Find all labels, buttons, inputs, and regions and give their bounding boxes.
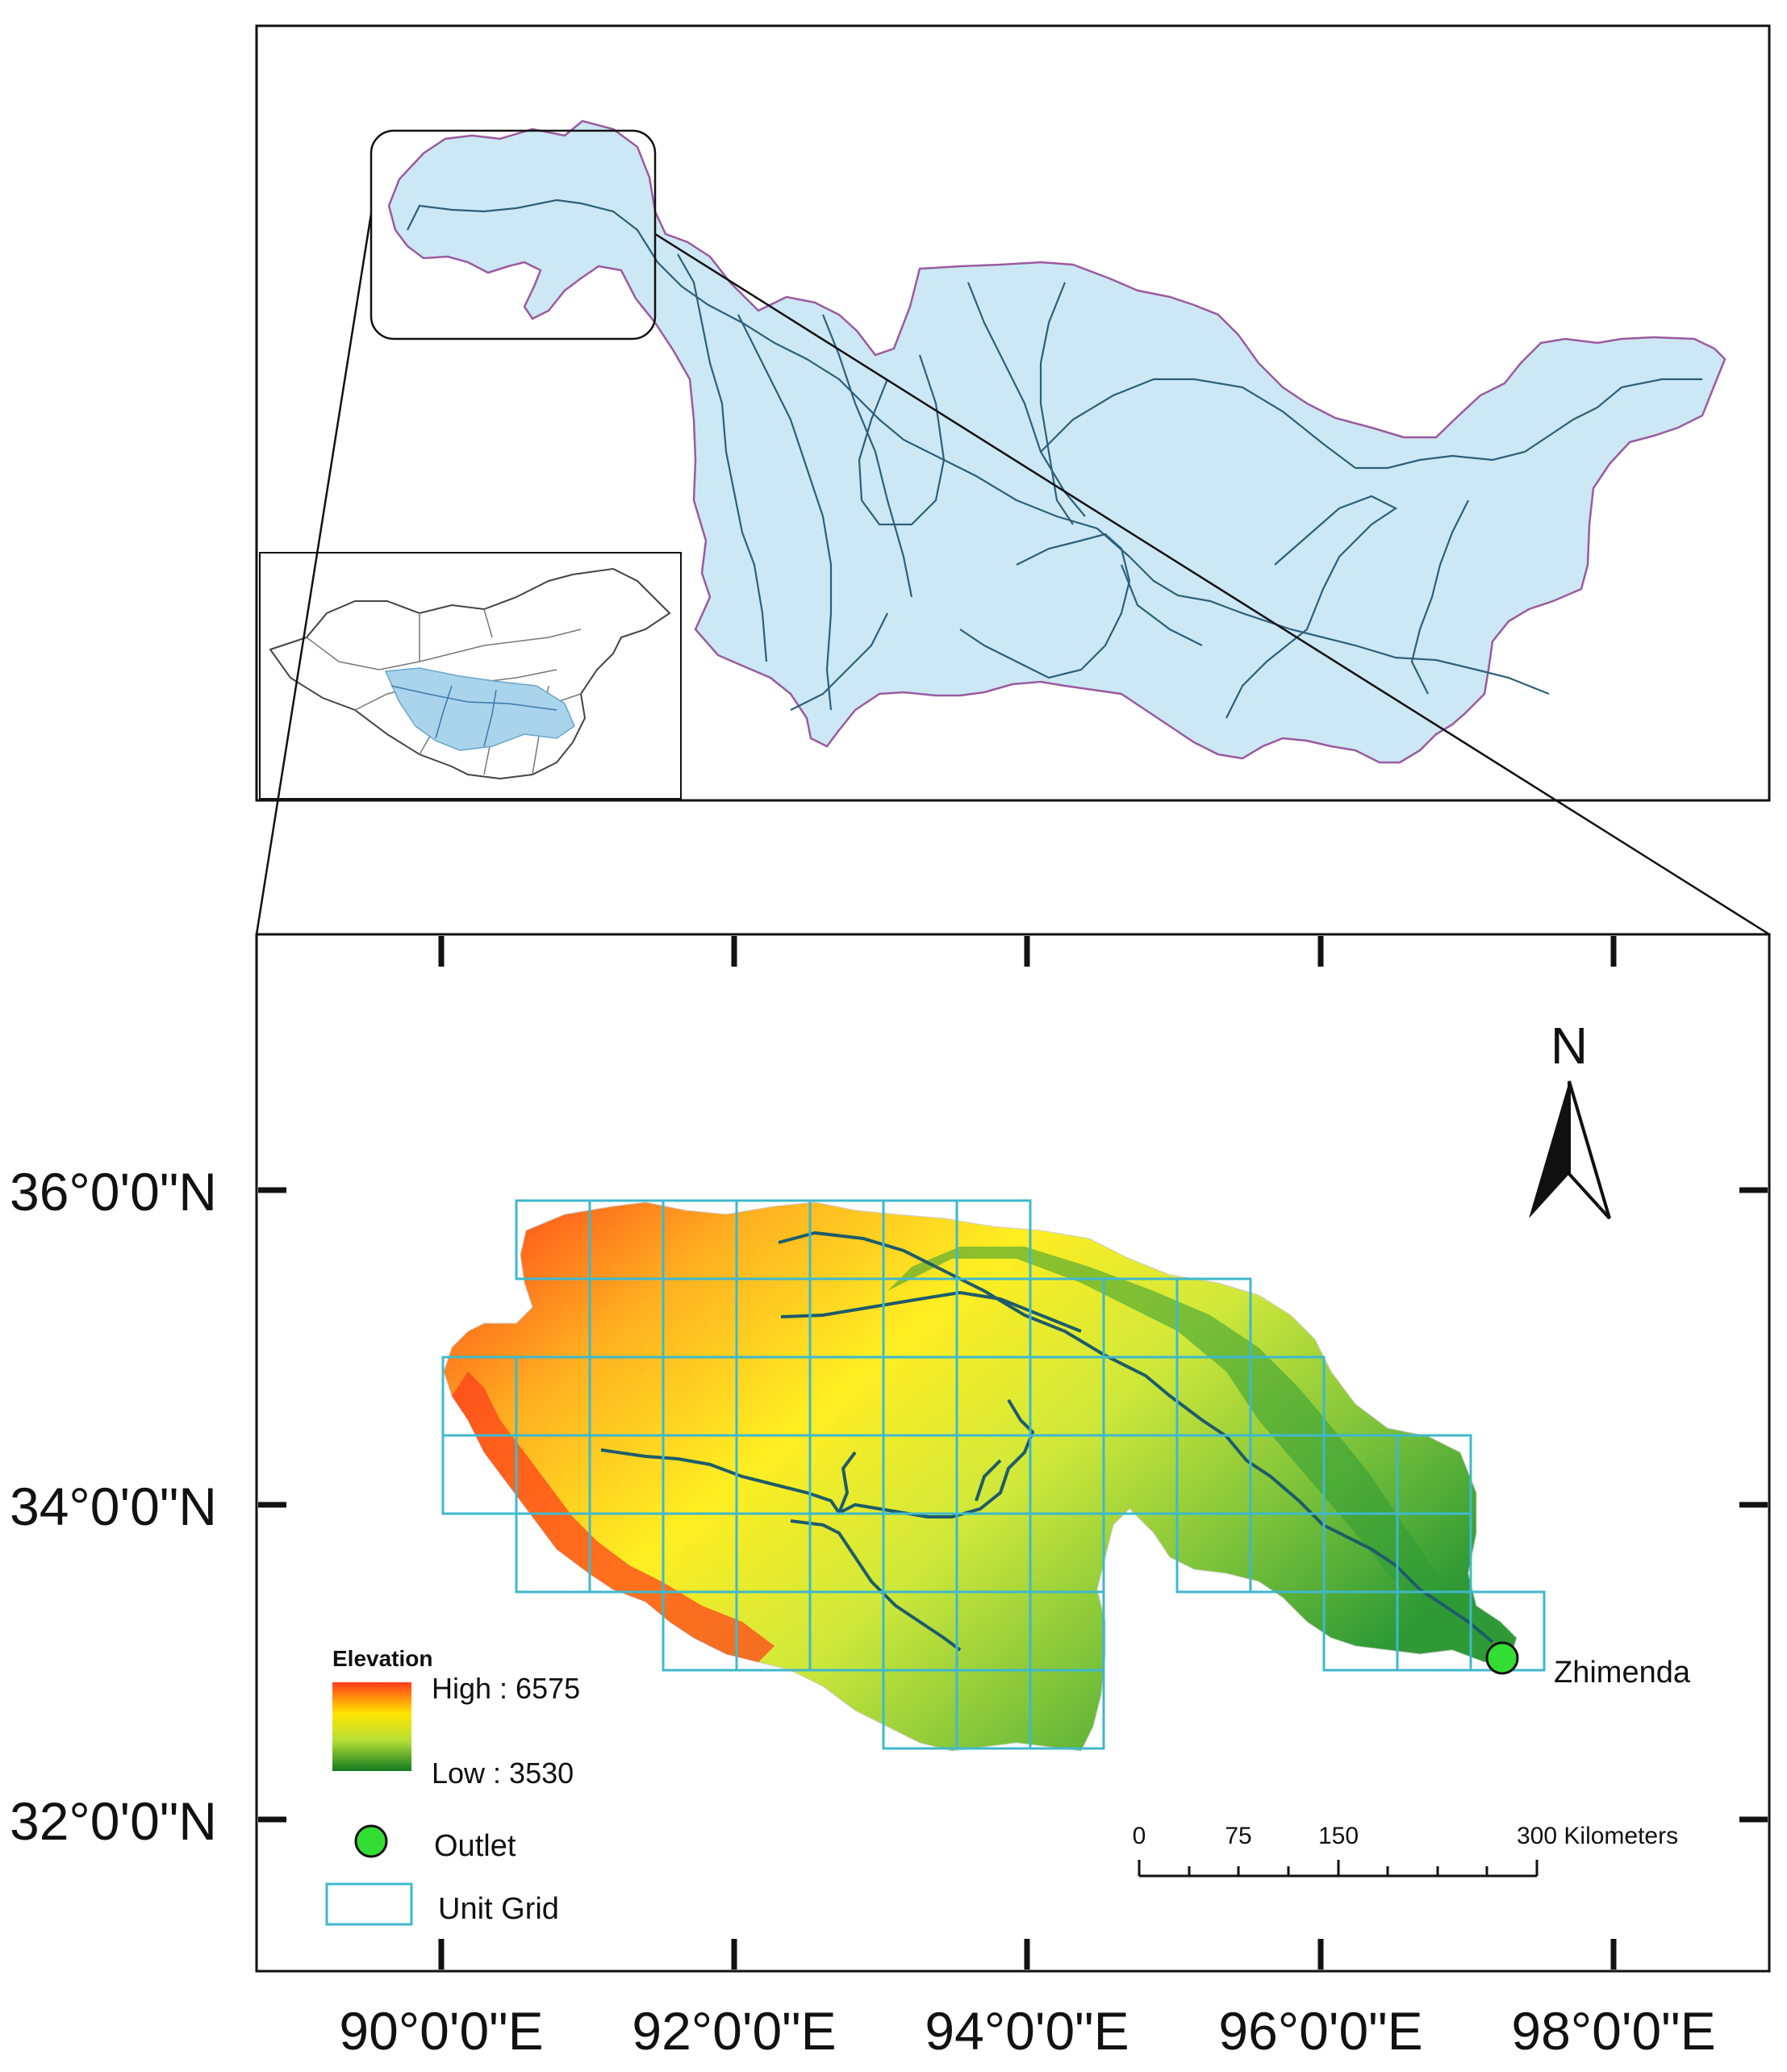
tributary-8 — [959, 533, 1131, 679]
tributary-2 — [737, 314, 833, 711]
tributary-10 — [1410, 499, 1469, 695]
china-inset — [259, 552, 682, 800]
scale-label-150: 150 — [1318, 1823, 1359, 1849]
legend-title: Elevation — [332, 1646, 432, 1671]
tributary-1 — [677, 253, 768, 662]
main-river — [407, 198, 1550, 696]
lat-label-32: 32°0'0"N — [10, 1791, 217, 1851]
detail-tributary-5 — [975, 1459, 1002, 1502]
outlet-label: Zhimenda — [1554, 1656, 1691, 1690]
legend-grid-icon — [325, 1882, 413, 1926]
tributary-3 — [821, 314, 913, 598]
tributary-9 — [1225, 495, 1398, 719]
legend: Elevation High : 6575 Low : 3530 Outlet … — [325, 1646, 580, 1926]
tributary-11 — [790, 612, 888, 711]
lon-label-96: 96°0'0"E — [1218, 2001, 1422, 2061]
tributary-12 — [1120, 564, 1203, 646]
legend-high-label: High : 6575 — [432, 1672, 580, 1705]
scale-label-75: 75 — [1225, 1823, 1251, 1849]
connector-left — [255, 213, 373, 935]
scale-label-0: 0 — [1133, 1823, 1146, 1849]
unit-grid — [441, 1199, 1546, 1750]
china-inset-rivers — [390, 685, 557, 747]
scale-label-300: 300 Kilometers — [1517, 1823, 1678, 1849]
legend-outlet-label: Outlet — [434, 1829, 516, 1863]
basin-polygon — [387, 119, 1726, 764]
detail-main-river — [778, 1230, 1494, 1644]
elevation-high-zone — [452, 1372, 775, 1662]
detail-rivers — [600, 1230, 1494, 1652]
scale-bar: 0 75 150 300 Kilometers — [1133, 1823, 1678, 1878]
north-arrow-label: N — [1551, 1017, 1588, 1075]
overview-frame — [255, 24, 1771, 802]
latitude-labels: 36°0'0"N 34°0'0"N 32°0'0"N — [10, 1162, 217, 1851]
lon-label-92: 92°0'0"E — [632, 2001, 836, 2061]
lon-label-98: 98°0'0"E — [1511, 2001, 1715, 2061]
detail-tributary-3 — [790, 1519, 962, 1652]
detail-tributary-4 — [837, 1451, 857, 1514]
tributary-7 — [1040, 378, 1702, 470]
detail-tributary-2 — [600, 1398, 1035, 1518]
overview-panel — [255, 24, 1771, 802]
lon-label-90: 90°0'0"E — [339, 2001, 543, 2061]
legend-low-label: Low : 3530 — [432, 1757, 574, 1790]
lon-label-94: 94°0'0"E — [925, 2001, 1129, 2061]
tributary-4 — [858, 354, 946, 526]
lat-label-34: 34°0'0"N — [10, 1477, 217, 1536]
china-inset-basin — [384, 667, 575, 751]
outlet-marker — [1485, 1641, 1519, 1675]
north-arrow-icon: N — [1529, 1017, 1611, 1220]
elevation-green-zone — [887, 1247, 1484, 1646]
detail-panel: 36°0'0"N 34°0'0"N 32°0'0"N 90°0'0"E 92°0… — [10, 933, 1771, 2061]
zoom-connectors — [255, 213, 1770, 936]
legend-grid-label: Unit Grid — [438, 1892, 559, 1926]
legend-outlet-icon — [354, 1824, 388, 1858]
longitude-labels: 90°0'0"E 92°0'0"E 94°0'0"E 96°0'0"E 98°0… — [339, 2001, 1715, 2061]
tributary-6 — [1039, 282, 1074, 525]
lat-label-36: 36°0'0"N — [10, 1162, 217, 1222]
axis-ticks — [258, 936, 1768, 1970]
detail-frame — [255, 933, 1771, 1973]
legend-elevation-ramp — [332, 1682, 411, 1771]
detail-tributary-1 — [780, 1290, 1082, 1333]
connector-right — [654, 232, 1770, 936]
